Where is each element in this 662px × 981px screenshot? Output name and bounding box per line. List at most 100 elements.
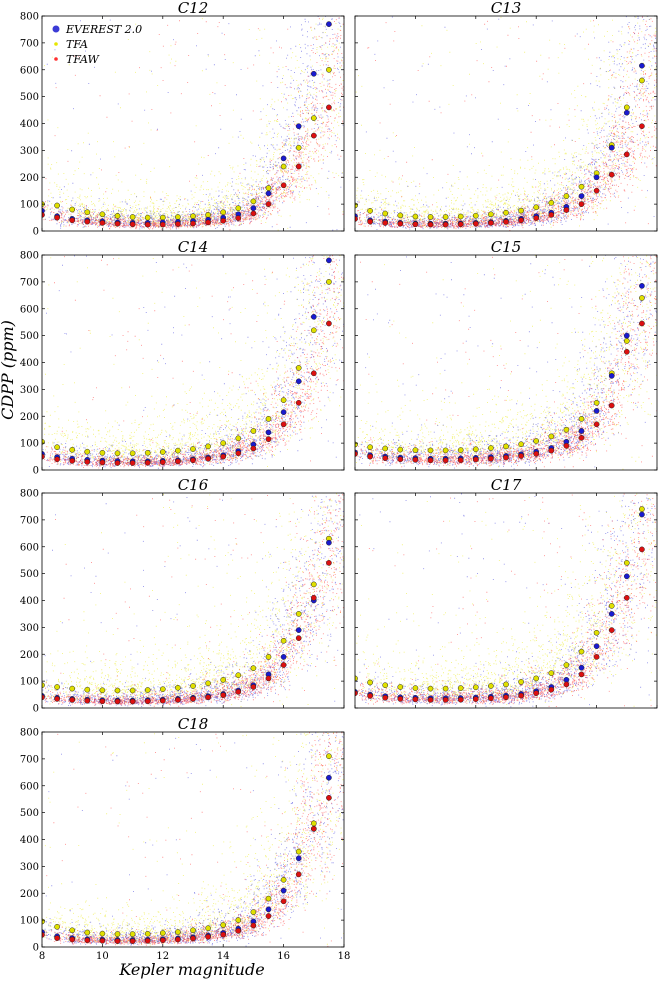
y-tick-label: 500 — [20, 331, 39, 342]
y-tick-label: 300 — [20, 146, 39, 157]
median-point-tfa — [412, 447, 419, 453]
median-point-tfa — [412, 213, 419, 220]
median-point-tfa — [623, 104, 630, 111]
median-point-tfaw — [129, 938, 136, 944]
legend-marker-tfa — [54, 42, 58, 46]
median-point-everest-2-0 — [593, 174, 600, 181]
median-point-tfa — [159, 930, 166, 936]
median-point-tfa — [397, 684, 404, 690]
y-tick-label: 400 — [20, 119, 39, 130]
y-tick-label: 200 — [20, 412, 39, 423]
median-point-tfaw — [608, 171, 615, 178]
panel-title: C14 — [178, 238, 209, 256]
median-point-tfa — [488, 211, 494, 218]
median-point-tfaw — [608, 402, 615, 409]
panel-C12: C12 0 100 200 300 400 500 600 700 800 — [20, 0, 345, 238]
median-point-tfaw — [69, 936, 76, 943]
x-tick-label: 12 — [156, 951, 169, 962]
median-point-tfa — [367, 207, 373, 214]
median-point-tfa — [326, 279, 332, 285]
median-point-tfaw — [563, 207, 570, 213]
median-point-tfa — [235, 205, 242, 212]
scatter-tfa — [355, 16, 657, 229]
median-point-tfa — [84, 929, 91, 936]
median-point-everest-2-0 — [265, 906, 272, 913]
median-point-tfaw — [548, 686, 555, 693]
median-point-tfaw — [69, 458, 76, 464]
median-point-tfaw — [99, 937, 106, 944]
median-point-everest-2-0 — [326, 21, 332, 27]
median-point-tfaw — [235, 928, 242, 934]
median-point-tfa — [99, 449, 106, 456]
median-point-tfaw — [220, 453, 227, 460]
median-point-tfa — [533, 675, 540, 682]
median-point-tfaw — [382, 455, 389, 462]
median-point-tfaw — [205, 455, 211, 462]
scatter-cloud — [355, 493, 657, 708]
median-point-tfaw — [457, 457, 464, 463]
y-tick-label: 700 — [20, 38, 39, 49]
median-point-everest-2-0 — [623, 109, 630, 116]
median-markers — [42, 257, 332, 466]
legend-label-tfaw: TFAW — [66, 53, 101, 66]
median-point-tfa — [310, 327, 317, 334]
median-point-everest-2-0 — [623, 332, 630, 339]
y-tick-label: 200 — [20, 650, 39, 661]
y-tick-label: 500 — [20, 569, 39, 580]
panel-title: C17 — [491, 476, 522, 494]
median-point-tfaw — [326, 104, 332, 111]
median-point-tfa — [220, 922, 227, 928]
median-point-tfaw — [144, 937, 151, 944]
median-point-everest-2-0 — [608, 611, 615, 617]
median-point-tfa — [54, 923, 60, 930]
x-tick-label: 14 — [217, 951, 230, 962]
median-point-tfaw — [367, 218, 373, 225]
median-point-tfa — [129, 214, 136, 220]
panel-C15: C15 — [354, 238, 658, 471]
panel-title: C12 — [178, 0, 209, 17]
median-point-tfaw — [355, 216, 358, 222]
median-point-tfaw — [355, 690, 358, 697]
median-point-tfaw — [563, 681, 570, 688]
median-markers — [355, 283, 645, 464]
median-point-tfa — [265, 654, 272, 660]
median-point-tfaw — [220, 931, 227, 938]
median-point-tfaw — [503, 219, 509, 225]
y-tick-label: 0 — [33, 466, 39, 477]
median-point-tfa — [367, 679, 373, 686]
y-tick-label: 600 — [20, 65, 39, 76]
median-point-tfaw — [488, 695, 494, 702]
median-point-tfa — [84, 448, 91, 455]
median-point-everest-2-0 — [578, 193, 585, 199]
median-point-tfaw — [533, 451, 540, 457]
median-point-tfa — [220, 440, 227, 446]
median-point-tfaw — [326, 320, 332, 327]
median-point-tfa — [84, 686, 91, 693]
median-point-tfaw — [427, 697, 434, 703]
median-point-everest-2-0 — [310, 70, 317, 77]
median-point-tfa — [295, 611, 302, 617]
legend: EVEREST 2.0 TFA TFAW — [52, 23, 142, 66]
median-point-tfa — [69, 927, 76, 934]
median-point-tfaw — [442, 697, 449, 703]
median-point-tfaw — [190, 696, 196, 702]
median-point-tfa — [114, 213, 121, 219]
median-markers — [42, 753, 332, 944]
median-point-tfaw — [250, 210, 257, 217]
y-tick-label: 700 — [20, 277, 39, 288]
median-point-tfa — [578, 183, 585, 190]
y-tick-label: 800 — [20, 251, 39, 262]
median-point-tfaw — [54, 935, 60, 941]
median-point-tfa — [69, 685, 76, 692]
median-point-tfa — [503, 209, 509, 216]
median-point-tfaw — [623, 594, 630, 601]
median-point-tfa — [190, 213, 196, 220]
median-point-tfa — [54, 202, 60, 209]
scatter-cloud — [355, 16, 657, 231]
y-tick-label: 200 — [20, 889, 39, 900]
median-point-tfaw — [427, 221, 434, 228]
median-point-tfa — [639, 506, 645, 512]
y-tick-label: 500 — [20, 92, 39, 103]
median-point-tfa — [280, 876, 287, 883]
median-point-tfaw — [326, 560, 332, 566]
